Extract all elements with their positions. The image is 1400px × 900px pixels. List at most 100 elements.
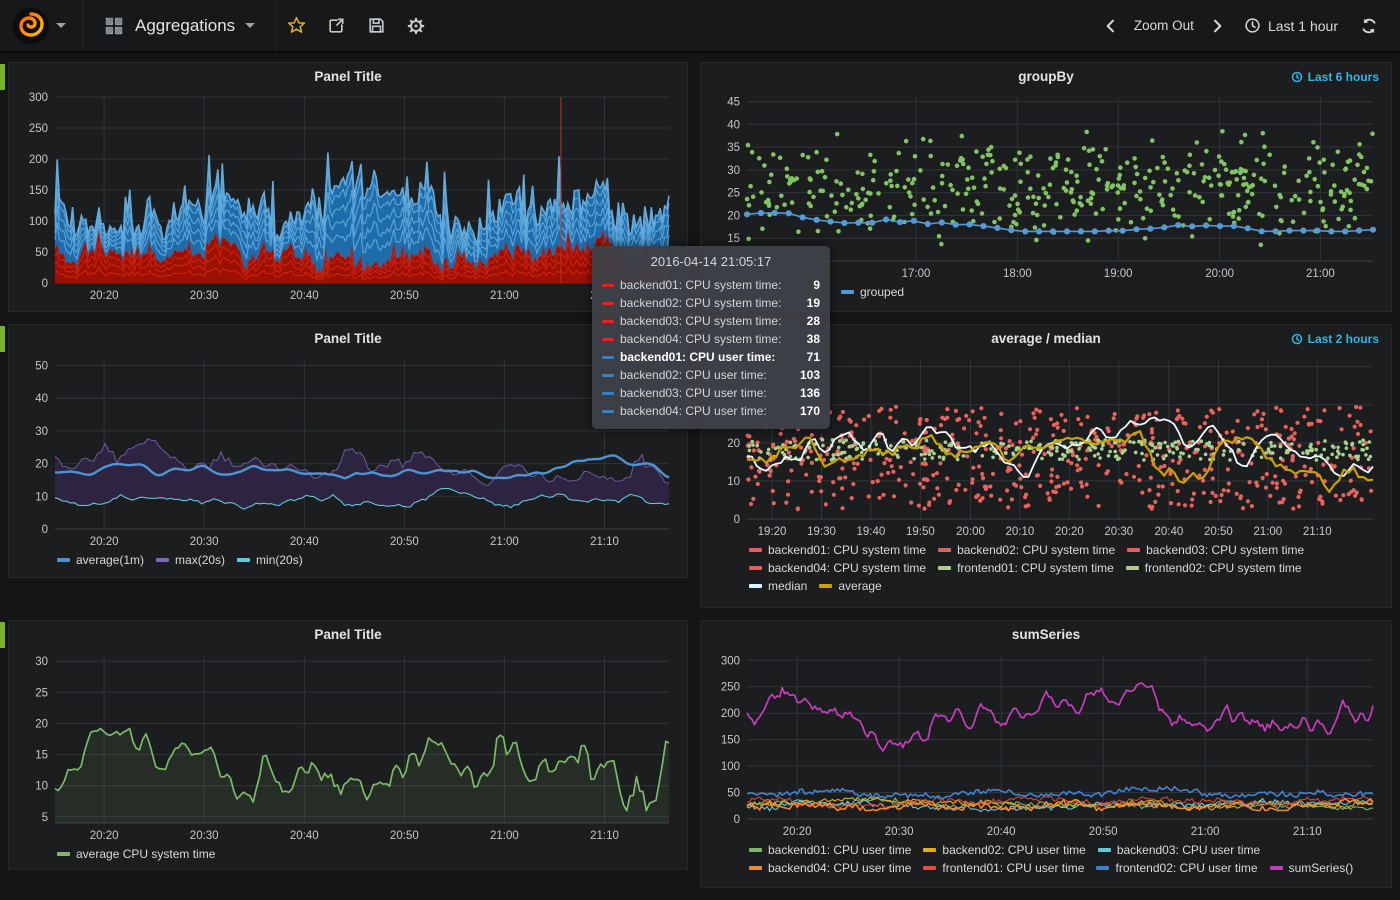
series-color-chip (938, 566, 952, 570)
star-button[interactable] (276, 0, 316, 52)
legend-item[interactable]: average CPU system time (57, 845, 215, 863)
svg-text:21:10: 21:10 (590, 536, 619, 548)
svg-text:20: 20 (727, 210, 740, 222)
legend-item[interactable]: backend03: CPU system time (1127, 541, 1304, 559)
chart-plot-area[interactable]: 01020304019:2019:3019:4019:5020:0020:102… (711, 353, 1381, 541)
legend-item[interactable]: frontend02: CPU system time (1125, 559, 1302, 577)
series-color-chip (602, 301, 614, 305)
legend-item[interactable]: sumSeries() (1269, 859, 1353, 877)
series-color-chip (923, 866, 937, 870)
panel-title[interactable]: Panel Title (314, 69, 382, 84)
svg-text:21:10: 21:10 (1293, 826, 1322, 838)
legend-item[interactable]: median (749, 577, 807, 595)
svg-text:20:00: 20:00 (956, 526, 985, 538)
svg-text:5: 5 (42, 812, 48, 824)
series-color-chip (602, 373, 614, 377)
tooltip-series-value: 103 (799, 368, 820, 382)
legend-item[interactable]: frontend01: CPU user time (923, 859, 1084, 877)
svg-text:20:20: 20:20 (783, 826, 812, 838)
legend: average(1m) max(20s) min(20s) (19, 551, 677, 569)
svg-text:50: 50 (35, 247, 48, 259)
chart-svg[interactable]: 101520253035404517:0018:0019:0020:0021:0… (711, 91, 1381, 283)
svg-text:0: 0 (734, 514, 740, 526)
panel-title[interactable]: Panel Title (314, 627, 382, 642)
row-collapse-handle[interactable] (0, 326, 5, 352)
legend-item[interactable]: average (819, 577, 882, 595)
chart-plot-area[interactable]: 0 50 100 150 200 250 300 20:20 20:30 20:40 20:50 21… (19, 91, 677, 305)
tooltip-row: backend03: CPU system time: 28 (602, 312, 820, 330)
tooltip-series-label: backend01: CPU system time: (620, 278, 782, 292)
series-color-chip (749, 848, 762, 852)
grafana-logo-menu[interactable] (0, 0, 83, 51)
svg-text:20:30: 20:30 (1104, 526, 1133, 538)
time-back-button[interactable] (1098, 0, 1124, 52)
panel-title[interactable]: Panel Title (314, 331, 382, 346)
svg-text:250: 250 (29, 123, 48, 135)
zoom-out-button[interactable]: Zoom Out (1133, 18, 1194, 33)
svg-text:40: 40 (35, 393, 48, 405)
svg-text:20:30: 20:30 (190, 536, 219, 548)
time-forward-button[interactable] (1204, 0, 1230, 52)
legend-item[interactable]: backend02: CPU user time (923, 841, 1086, 859)
panel-title[interactable]: average / median (991, 331, 1101, 346)
panel-sumseries: sumSeries 0 50 100 150 200 250 300 20:20 20:30 20… (700, 620, 1392, 888)
svg-text:21:00: 21:00 (490, 536, 519, 548)
legend-item[interactable]: min(20s) (237, 551, 303, 569)
legend-item[interactable]: frontend02: CPU user time (1096, 859, 1258, 877)
tooltip-timestamp: 2016-04-14 21:05:17 (650, 254, 772, 269)
time-range-picker[interactable]: Last 1 hour (1234, 17, 1348, 34)
dashboard-picker[interactable]: Aggregations (83, 0, 277, 51)
chart-plot-area[interactable]: 0 50 100 150 200 250 300 20:20 20:30 20:40 20:50 21… (711, 649, 1381, 841)
legend-item[interactable]: backend01: CPU system time (749, 541, 926, 559)
series-color-chip (1269, 866, 1283, 870)
refresh-button[interactable] (1352, 0, 1386, 52)
chart-plot-area[interactable]: 101520253035404517:0018:0019:0020:0021:0… (711, 91, 1381, 283)
svg-text:21:00: 21:00 (490, 290, 519, 302)
svg-text:21:00: 21:00 (1191, 826, 1220, 838)
legend-item[interactable]: backend04: CPU user time (749, 859, 911, 877)
legend-item[interactable]: max(20s) (156, 551, 225, 569)
legend-item[interactable]: backend02: CPU system time (938, 541, 1115, 559)
svg-text:0: 0 (42, 524, 48, 536)
svg-text:20:50: 20:50 (390, 290, 419, 302)
svg-text:25: 25 (35, 687, 48, 699)
legend-item[interactable]: grouped (841, 283, 904, 301)
svg-text:20:20: 20:20 (1055, 526, 1084, 538)
tooltip-row: backend01: CPU system time: 9 (602, 276, 820, 294)
tooltip-series-label: backend03: CPU user time: (620, 386, 767, 400)
legend-item[interactable]: average(1m) (57, 551, 144, 569)
svg-text:250: 250 (721, 682, 740, 694)
chart-plot-area[interactable]: 5 10 15 20 25 30 20:20 20:30 20:40 20:50 21:00 21:1… (19, 649, 677, 845)
chart-plot-area[interactable]: 0 10 20 30 40 50 20:20 20:30 20:40 20:50 21:00 21:1… (19, 353, 677, 551)
svg-text:17:00: 17:00 (902, 268, 931, 280)
panel-title[interactable]: groupBy (1018, 69, 1074, 84)
legend-item[interactable]: backend03: CPU user time (1097, 841, 1260, 859)
star-icon (287, 16, 305, 33)
legend-item[interactable]: backend04: CPU system time (749, 559, 926, 577)
chart-svg[interactable]: 0 50 100 150 200 250 300 20:20 20:30 20:40 20:50 21… (711, 649, 1381, 841)
chart-svg[interactable]: 0 50 100 150 200 250 300 20:20 20:30 20:40 20:50 21… (19, 91, 677, 305)
chart-svg[interactable]: 01020304019:2019:3019:4019:5020:0020:102… (711, 353, 1381, 541)
share-button[interactable] (316, 0, 356, 52)
tooltip-series-value: 9 (813, 278, 820, 292)
svg-text:21:00: 21:00 (1253, 526, 1282, 538)
svg-text:20:40: 20:40 (290, 830, 319, 842)
save-button[interactable] (356, 0, 396, 52)
navbar: Aggregations (0, 0, 1400, 53)
settings-button[interactable] (396, 0, 436, 52)
series-color-chip (156, 558, 170, 562)
dashboard-grid-icon (105, 16, 123, 34)
clock-icon (1245, 18, 1260, 33)
chart-svg[interactable]: 0 10 20 30 40 50 20:20 20:30 20:40 20:50 21:00 21:1… (19, 353, 677, 551)
legend-item[interactable]: frontend01: CPU system time (938, 559, 1114, 577)
chart-svg[interactable]: 5 10 15 20 25 30 20:20 20:30 20:40 20:50 21:00 21:1… (19, 649, 677, 845)
svg-text:200: 200 (29, 154, 48, 166)
legend-item[interactable]: backend01: CPU user time (749, 841, 911, 859)
row-collapse-handle[interactable] (0, 622, 5, 648)
tooltip-series-value: 28 (806, 314, 820, 328)
svg-text:21:10: 21:10 (590, 830, 619, 842)
svg-text:20:50: 20:50 (1089, 826, 1118, 838)
row-collapse-handle[interactable] (0, 64, 5, 90)
tooltip-series-label: backend02: CPU user time: (620, 368, 767, 382)
panel-title[interactable]: sumSeries (1011, 627, 1081, 642)
